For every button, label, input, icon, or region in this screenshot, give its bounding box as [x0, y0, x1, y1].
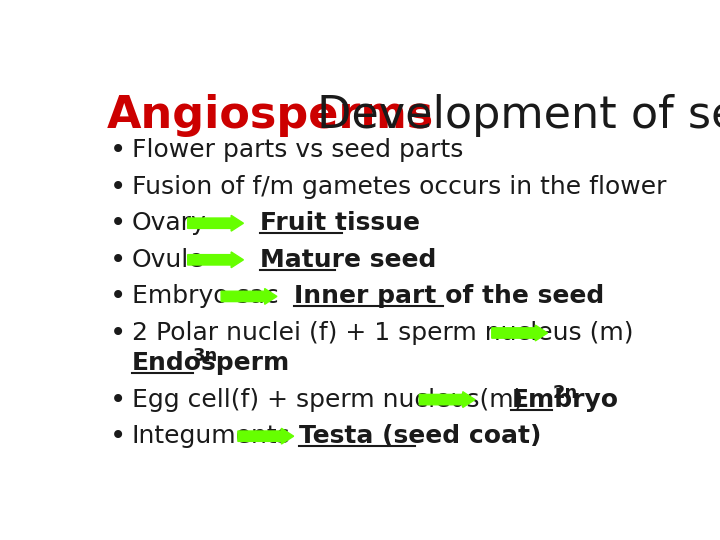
Text: Embryo sac: Embryo sac	[132, 285, 279, 308]
FancyArrow shape	[492, 325, 547, 341]
Text: Endosperm: Endosperm	[132, 351, 290, 375]
Text: •: •	[109, 319, 126, 347]
FancyArrow shape	[188, 252, 243, 268]
Text: 3n: 3n	[193, 347, 218, 365]
Text: •: •	[109, 422, 126, 450]
Text: Integuments: Integuments	[132, 424, 291, 448]
FancyArrow shape	[188, 215, 243, 231]
Text: •: •	[109, 282, 126, 310]
Text: Ovary: Ovary	[132, 211, 207, 235]
Text: 2 Polar nuclei (f) + 1 sperm nucleus (m): 2 Polar nuclei (f) + 1 sperm nucleus (m)	[132, 321, 634, 345]
Text: Fusion of f/m gametes occurs in the flower: Fusion of f/m gametes occurs in the flow…	[132, 174, 666, 199]
Text: Angiosperms: Angiosperms	[107, 94, 434, 137]
Text: Flower parts vs seed parts: Flower parts vs seed parts	[132, 138, 463, 162]
Text: •: •	[109, 209, 126, 237]
Text: •: •	[109, 136, 126, 164]
Text: Egg cell(f) + sperm nucleus(m): Egg cell(f) + sperm nucleus(m)	[132, 388, 523, 411]
Text: •: •	[109, 386, 126, 414]
FancyArrow shape	[419, 392, 475, 408]
Text: Embryo: Embryo	[511, 388, 618, 411]
Text: Mature seed: Mature seed	[260, 248, 436, 272]
Text: •: •	[109, 173, 126, 201]
Text: 2n: 2n	[552, 383, 577, 402]
Text: Development of seeds: Development of seeds	[303, 94, 720, 137]
Text: Inner part of the seed: Inner part of the seed	[294, 285, 604, 308]
Text: Fruit tissue: Fruit tissue	[260, 211, 420, 235]
FancyArrow shape	[221, 288, 277, 305]
Text: Testa (seed coat): Testa (seed coat)	[300, 424, 541, 448]
FancyArrow shape	[238, 428, 294, 444]
Text: •: •	[109, 246, 126, 274]
Text: Ovule: Ovule	[132, 248, 204, 272]
